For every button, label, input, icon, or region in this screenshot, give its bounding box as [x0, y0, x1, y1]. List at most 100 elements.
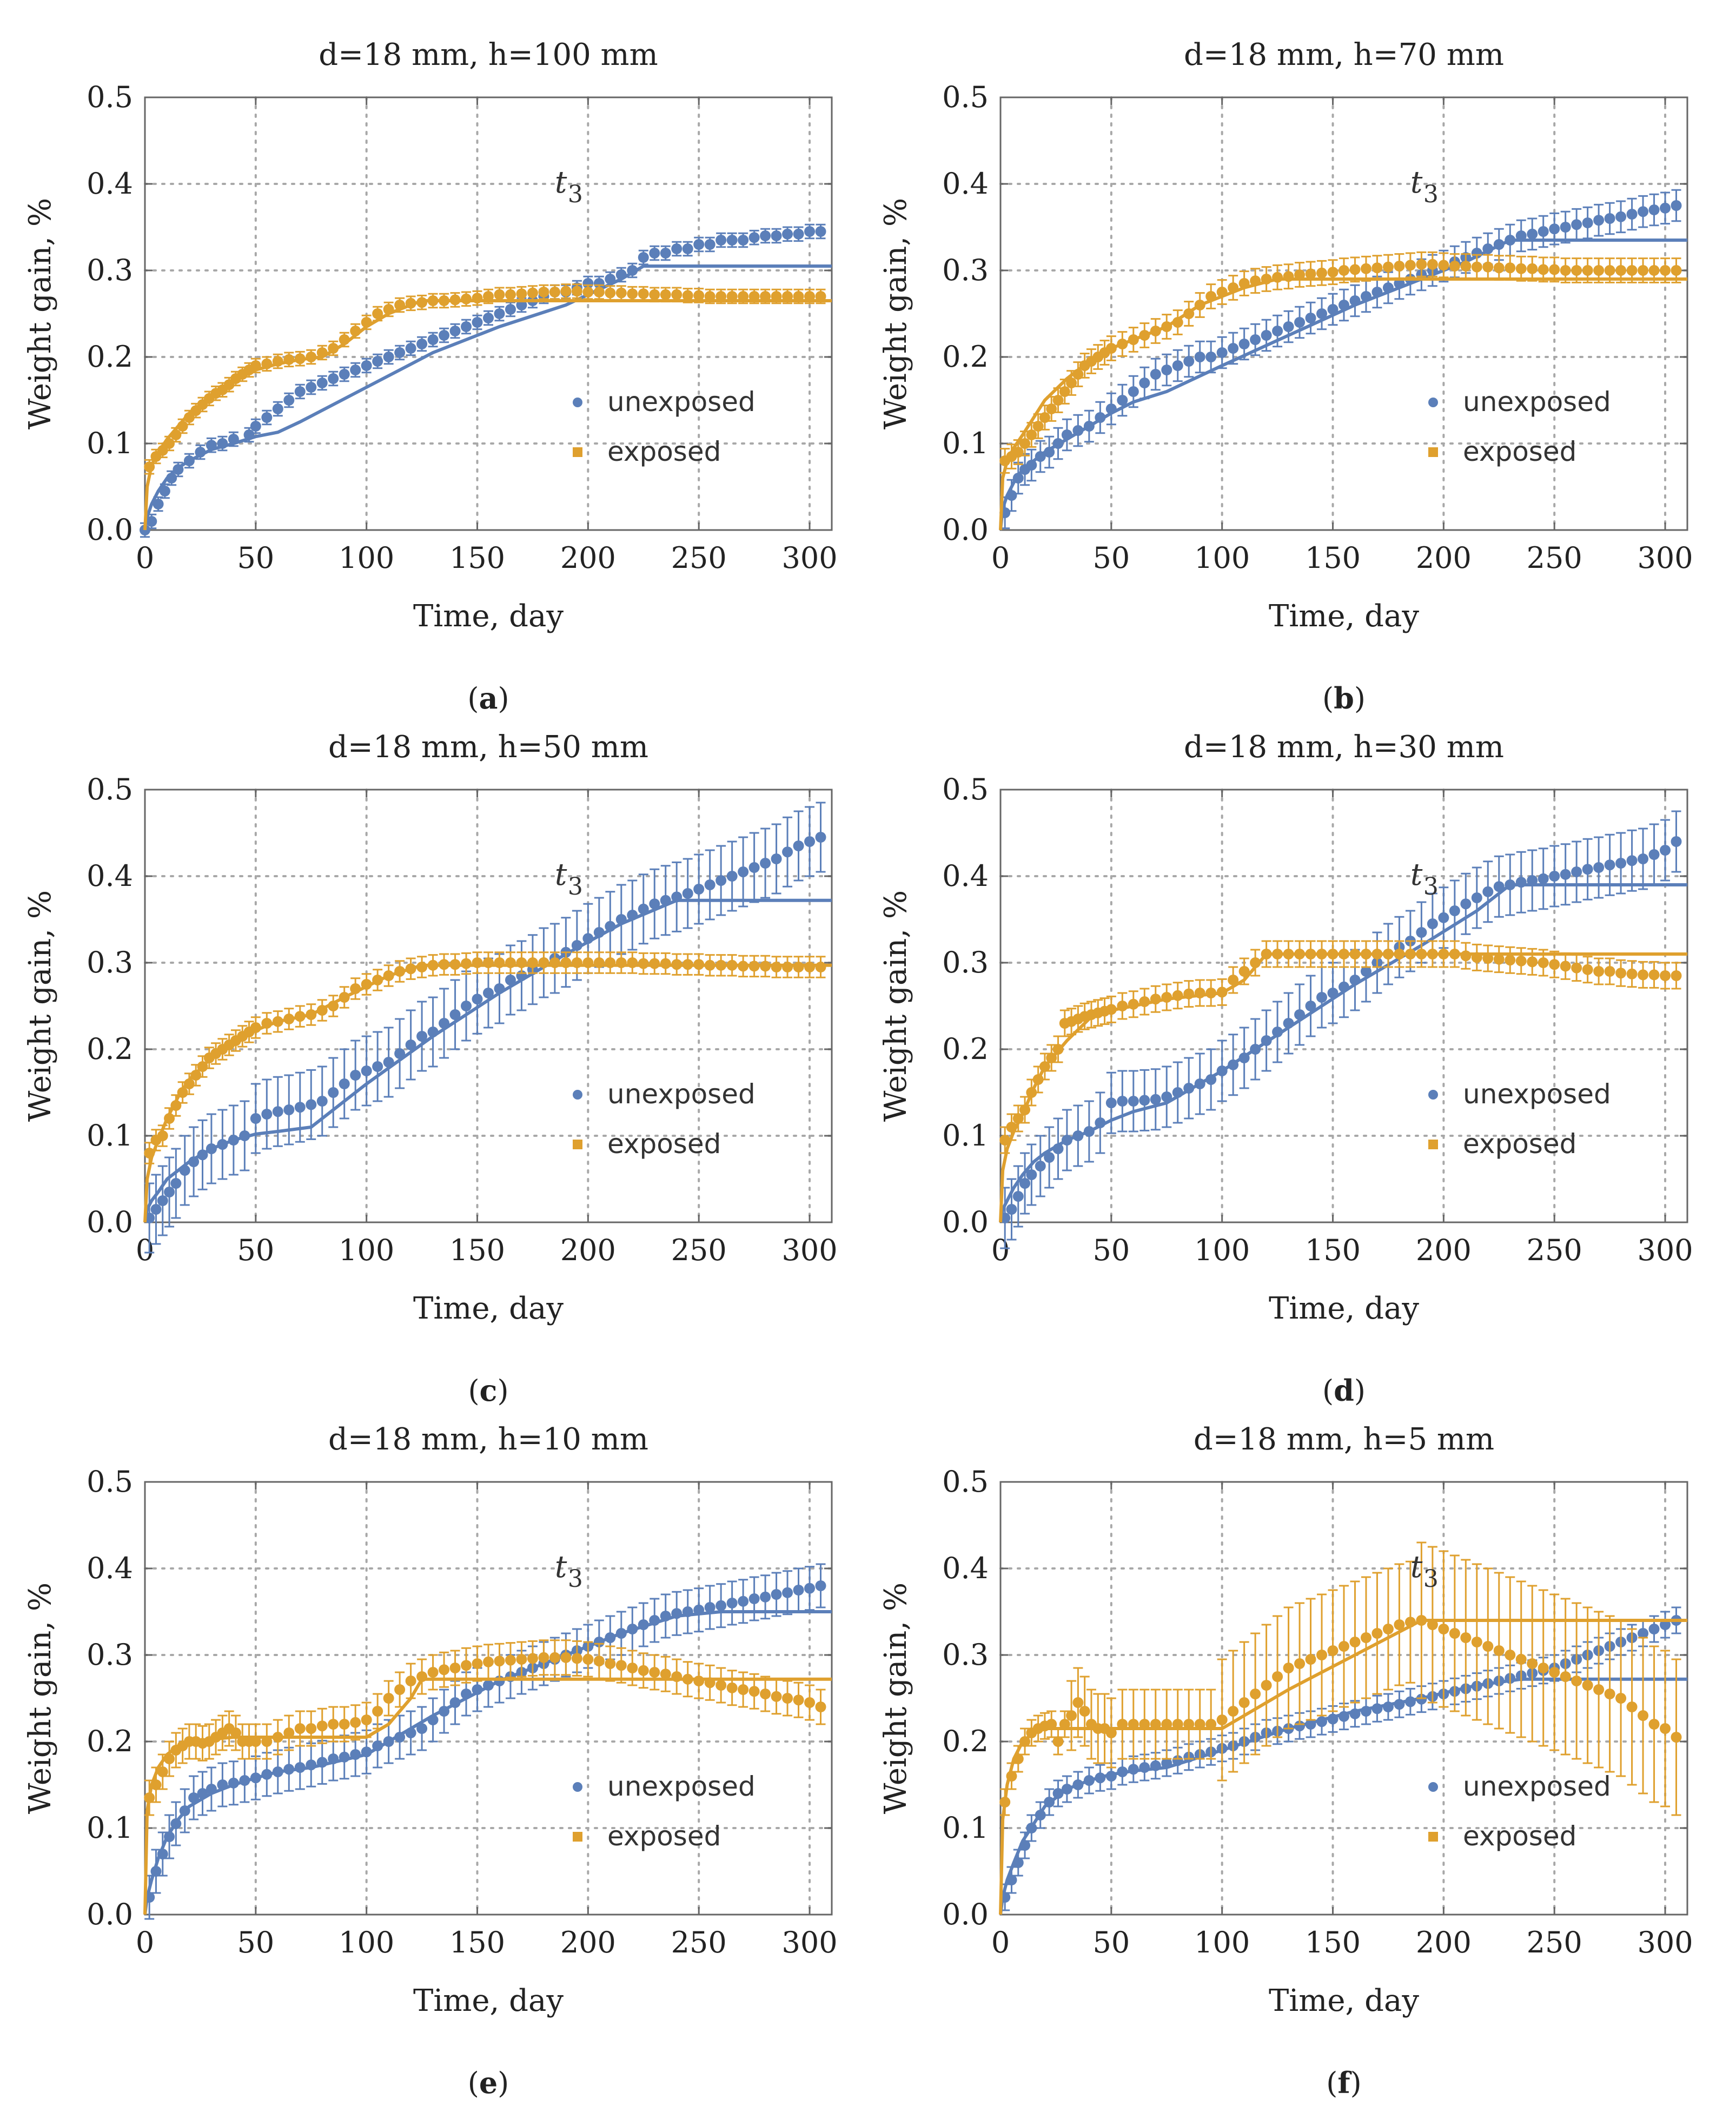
- data-point: [153, 499, 164, 509]
- data-point: [177, 421, 188, 432]
- data-point: [1449, 1628, 1460, 1639]
- data-point: [328, 343, 339, 354]
- data-point: [1582, 964, 1593, 975]
- data-point: [1128, 1764, 1139, 1775]
- x-tick-label: 100: [1194, 1233, 1250, 1267]
- data-point: [1161, 992, 1172, 1003]
- data-point: [682, 1606, 693, 1617]
- data-point: [1205, 988, 1217, 998]
- data-point: [1482, 886, 1494, 897]
- data-point: [272, 1766, 283, 1777]
- data-point: [1527, 875, 1538, 886]
- data-point: [328, 373, 339, 384]
- data-point: [505, 1654, 516, 1666]
- legend-marker-exposed: [573, 1832, 582, 1842]
- data-point: [615, 1628, 627, 1639]
- data-point: [217, 1139, 228, 1150]
- data-point: [1026, 1087, 1037, 1098]
- data-point: [283, 354, 295, 365]
- x-tick-label: 50: [237, 1925, 274, 1959]
- y-tick-label: 0.0: [87, 1897, 133, 1931]
- data-point: [1228, 975, 1239, 985]
- data-point: [1305, 268, 1316, 280]
- data-point: [999, 1135, 1011, 1146]
- data-point: [1294, 1009, 1306, 1020]
- data-point: [1183, 1083, 1195, 1094]
- y-tick-label: 0.0: [942, 513, 989, 547]
- data-point: [1416, 1615, 1427, 1626]
- y-tick-label: 0.5: [942, 1465, 989, 1499]
- legend-label-exposed: exposed: [607, 1820, 721, 1852]
- data-point: [1052, 438, 1064, 449]
- data-point: [1394, 261, 1405, 272]
- annotation-t3-subscript: 3: [568, 181, 583, 208]
- data-point: [1250, 1689, 1261, 1699]
- data-point: [183, 455, 195, 466]
- data-point: [1272, 1027, 1283, 1037]
- series-exposed: [999, 1541, 1687, 1915]
- data-point: [660, 248, 671, 259]
- data-point: [726, 1682, 738, 1693]
- data-point: [704, 1602, 715, 1613]
- data-point: [1272, 272, 1283, 283]
- data-point: [1593, 862, 1605, 873]
- data-point: [272, 403, 283, 414]
- y-axis-label: Weight gain, %: [878, 198, 913, 429]
- data-point: [1052, 1736, 1064, 1747]
- fit-line: [143, 264, 832, 531]
- data-point: [1626, 265, 1638, 276]
- data-point: [1339, 981, 1349, 992]
- data-point: [339, 369, 350, 380]
- data-point: [1416, 259, 1427, 270]
- data-point: [1582, 217, 1593, 228]
- data-point: [1549, 264, 1560, 275]
- data-point: [261, 1109, 273, 1120]
- data-point: [671, 289, 683, 300]
- data-point: [760, 858, 771, 869]
- data-point: [1228, 282, 1239, 293]
- data-point: [605, 287, 616, 299]
- chart-panel-b: d=18 mm, h=70 mm 0 50 100 150 200 250 300 0.0 0.1…: [878, 37, 1693, 716]
- data-point: [538, 287, 549, 297]
- data-point: [1228, 1059, 1239, 1070]
- data-point: [682, 1673, 693, 1685]
- data-point: [416, 962, 428, 972]
- data-point: [1128, 1719, 1139, 1730]
- x-tick-label: 100: [1194, 541, 1250, 575]
- data-point: [1327, 988, 1339, 998]
- data-point: [195, 447, 206, 458]
- data-point: [1272, 1671, 1283, 1682]
- data-point: [1571, 1676, 1582, 1686]
- y-tick-label: 0.3: [87, 253, 133, 287]
- data-point: [1360, 1632, 1371, 1643]
- data-point: [538, 1652, 549, 1663]
- data-point: [1382, 949, 1394, 959]
- legend-marker-unexposed: [573, 1782, 582, 1792]
- data-point: [1006, 1204, 1017, 1215]
- y-tick-label: 0.3: [942, 1638, 989, 1672]
- panel-caption-letter: a: [479, 681, 498, 716]
- data-point: [1261, 1035, 1272, 1046]
- data-point: [1272, 326, 1283, 336]
- data-point: [549, 957, 560, 968]
- data-point: [1161, 1758, 1172, 1769]
- y-tick-label: 0.1: [87, 1811, 133, 1845]
- data-point: [615, 269, 627, 280]
- x-tick-label: 100: [339, 1925, 394, 1959]
- data-point: [1035, 1810, 1046, 1820]
- data-point: [1139, 330, 1150, 341]
- data-point: [1305, 1654, 1316, 1665]
- data-point: [1538, 264, 1549, 275]
- data-point: [715, 875, 727, 886]
- x-tick-label: 150: [1305, 541, 1361, 575]
- data-point: [649, 958, 660, 969]
- data-point: [1316, 992, 1328, 1003]
- data-point: [571, 957, 582, 968]
- data-point: [1604, 213, 1615, 224]
- annotation-t3-subscript: 3: [568, 873, 583, 901]
- data-point: [339, 1719, 350, 1730]
- x-tick-label: 300: [781, 1233, 837, 1267]
- annotation-t3: t: [1410, 857, 1423, 892]
- y-tick-label: 0.2: [87, 1724, 133, 1758]
- legend-label-unexposed: unexposed: [1463, 1078, 1611, 1110]
